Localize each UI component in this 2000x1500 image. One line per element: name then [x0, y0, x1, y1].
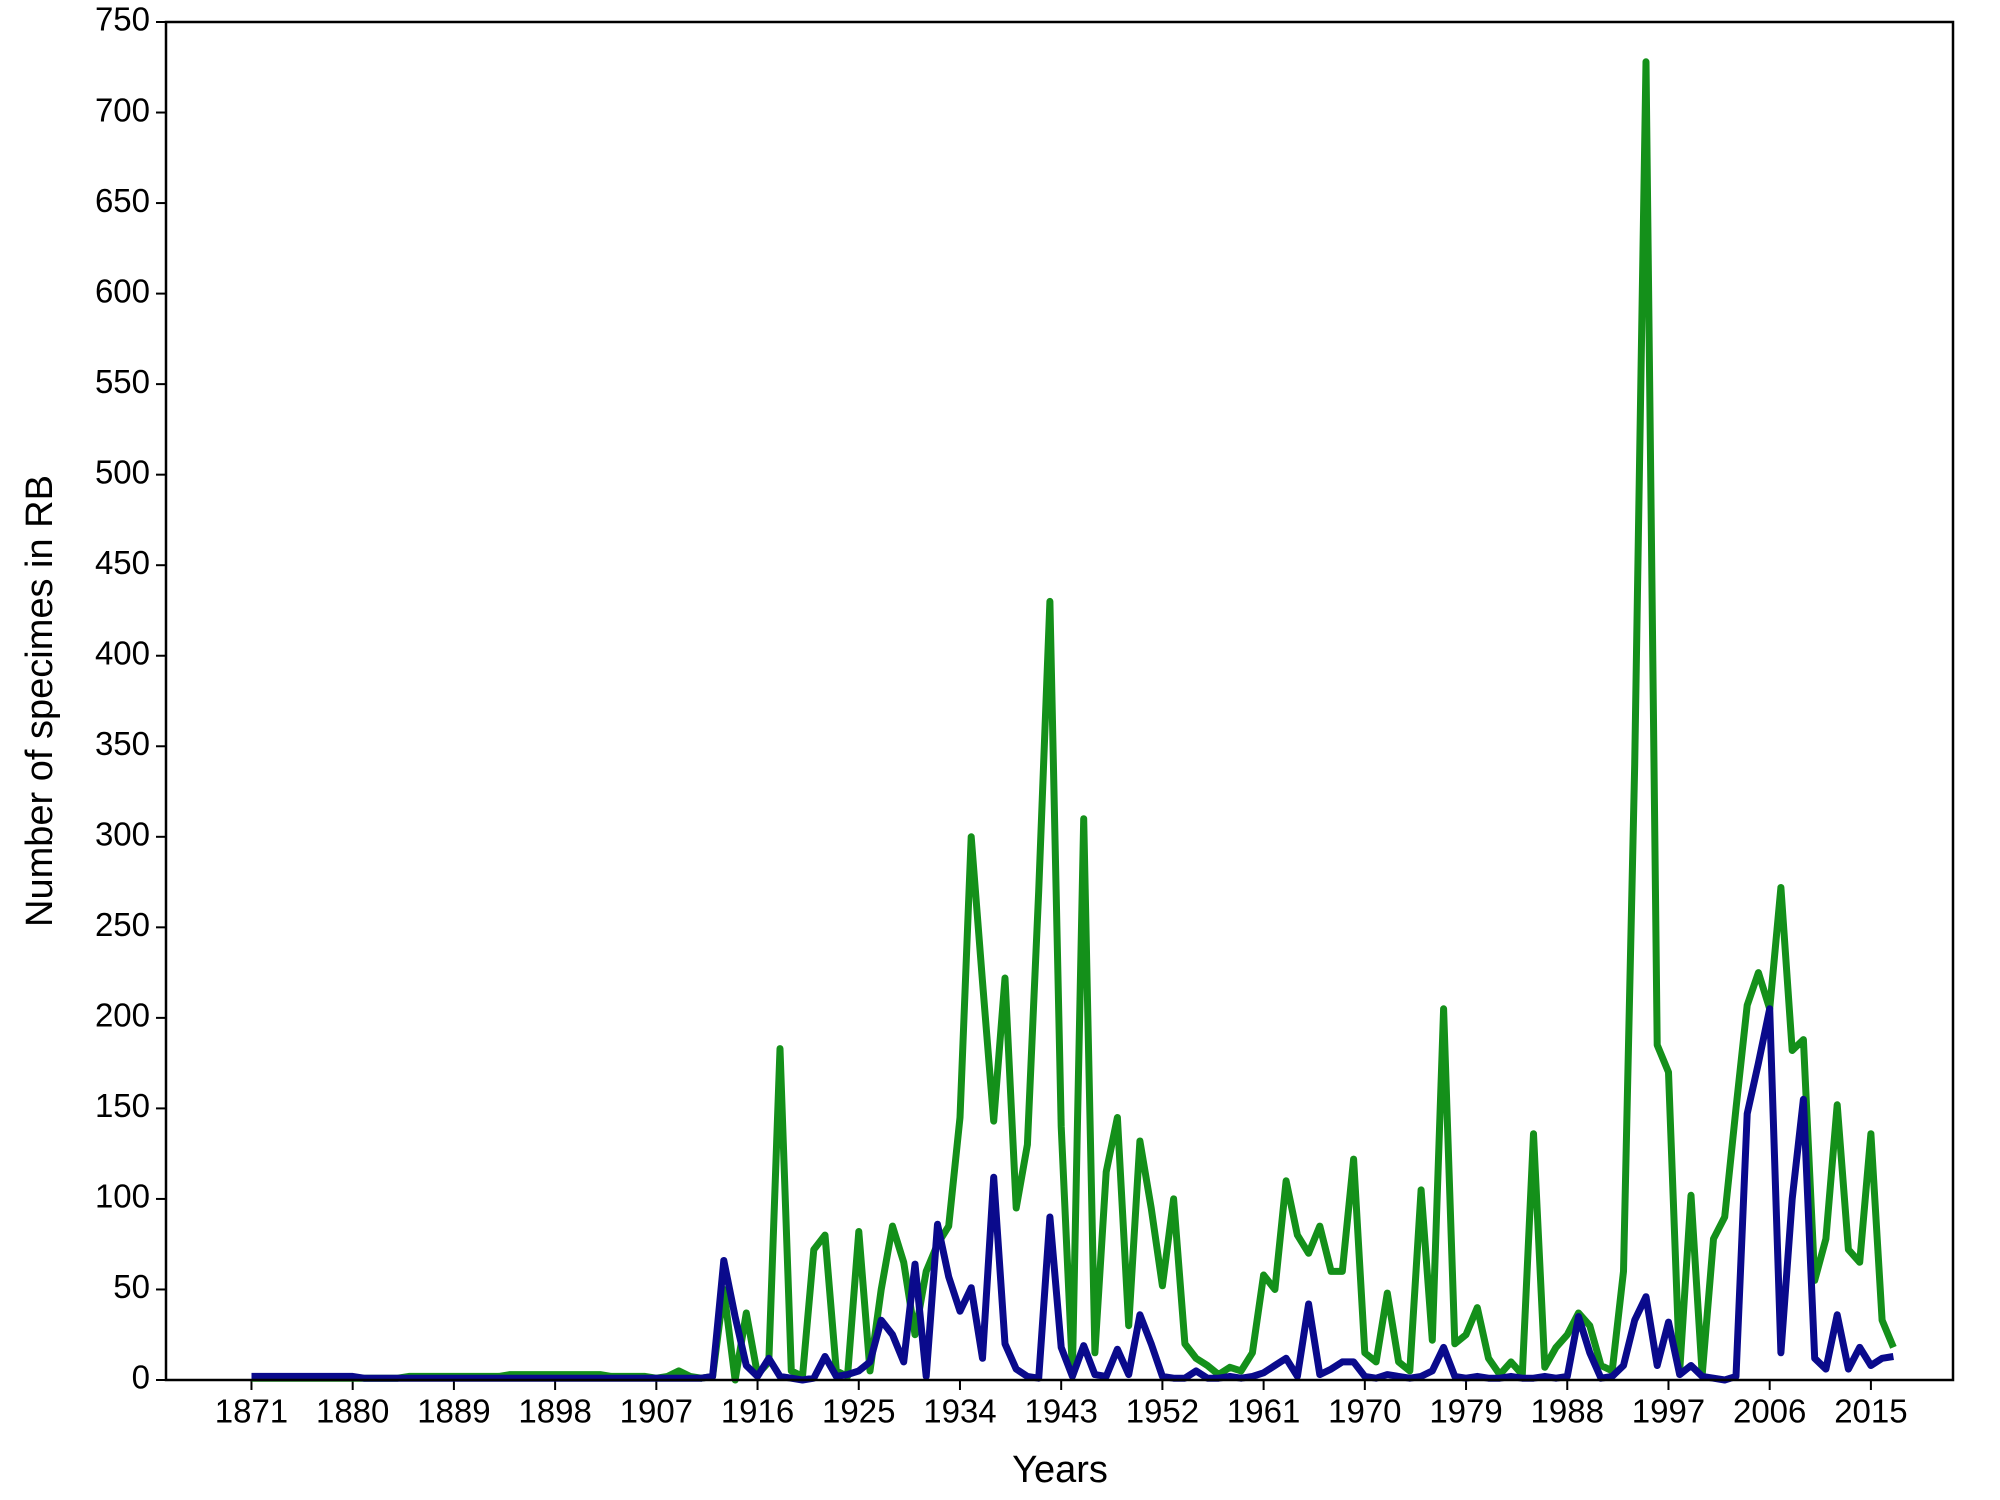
y-tick-label: 450: [95, 544, 150, 581]
x-tick-label: 1979: [1429, 1393, 1502, 1430]
x-tick-label: 1889: [417, 1393, 490, 1430]
x-tick-label: 1952: [1126, 1393, 1199, 1430]
x-tick-label: 2006: [1733, 1393, 1806, 1430]
x-tick-label: 2015: [1834, 1393, 1907, 1430]
x-tick-label: 1934: [923, 1393, 996, 1430]
plot-frame: [164, 20, 1955, 1382]
y-tick-label: 750: [95, 1, 150, 38]
y-tick-label: 150: [95, 1087, 150, 1124]
y-tick-label: 550: [95, 363, 150, 400]
x-tick-label: 1943: [1024, 1393, 1097, 1430]
x-tick-label: 1961: [1227, 1393, 1300, 1430]
y-tick-label: 0: [132, 1359, 150, 1396]
x-tick-label: 1907: [620, 1393, 693, 1430]
y-tick-label: 200: [95, 997, 150, 1034]
x-tick-label: 1970: [1328, 1393, 1401, 1430]
x-tick-label: 1871: [215, 1393, 288, 1430]
y-axis-title: Number of specimes in RB: [19, 475, 61, 927]
series-line: [251, 1005, 1894, 1384]
y-tick-label: 500: [95, 453, 150, 490]
y-tick-label: 250: [95, 906, 150, 943]
x-tick-label: 1898: [518, 1393, 591, 1430]
y-tick-label: 50: [113, 1268, 150, 1305]
x-axis-title: Years: [1012, 1449, 1108, 1491]
y-tick-label: 600: [95, 272, 150, 309]
y-tick-label: 400: [95, 634, 150, 671]
y-tick-label: 650: [95, 182, 150, 219]
x-tick-label: 1880: [316, 1393, 389, 1430]
y-tick-label: 350: [95, 725, 150, 762]
x-tick-label: 1997: [1632, 1393, 1705, 1430]
y-tick-label: 300: [95, 816, 150, 853]
x-tick-label: 1925: [822, 1393, 895, 1430]
y-tick-label: 700: [95, 91, 150, 128]
x-tick-label: 1916: [721, 1393, 794, 1430]
x-tick-label: 1988: [1531, 1393, 1604, 1430]
y-tick-label: 100: [95, 1178, 150, 1215]
